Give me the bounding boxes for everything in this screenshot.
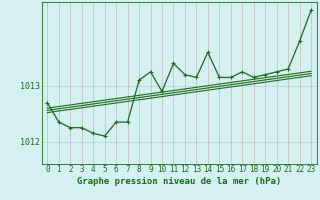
- X-axis label: Graphe pression niveau de la mer (hPa): Graphe pression niveau de la mer (hPa): [77, 177, 281, 186]
